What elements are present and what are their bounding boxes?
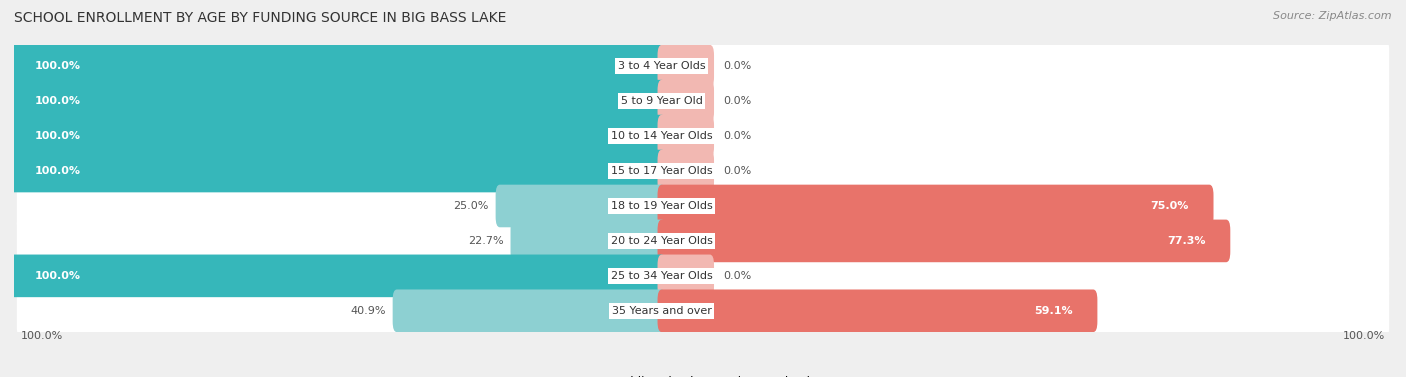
FancyBboxPatch shape bbox=[658, 115, 714, 158]
Text: 0.0%: 0.0% bbox=[724, 96, 752, 106]
FancyBboxPatch shape bbox=[10, 150, 666, 192]
FancyBboxPatch shape bbox=[17, 179, 1389, 233]
FancyBboxPatch shape bbox=[10, 45, 666, 87]
Text: 0.0%: 0.0% bbox=[724, 131, 752, 141]
Text: 0.0%: 0.0% bbox=[724, 61, 752, 71]
Text: 100.0%: 100.0% bbox=[35, 131, 80, 141]
Text: 0.0%: 0.0% bbox=[724, 166, 752, 176]
FancyBboxPatch shape bbox=[510, 219, 666, 262]
Text: 77.3%: 77.3% bbox=[1167, 236, 1205, 246]
FancyBboxPatch shape bbox=[17, 284, 1389, 337]
FancyBboxPatch shape bbox=[10, 80, 666, 123]
FancyBboxPatch shape bbox=[10, 254, 666, 297]
Text: 100.0%: 100.0% bbox=[35, 96, 80, 106]
Text: 25 to 34 Year Olds: 25 to 34 Year Olds bbox=[610, 271, 713, 281]
Text: 100.0%: 100.0% bbox=[21, 331, 63, 341]
Text: 10 to 14 Year Olds: 10 to 14 Year Olds bbox=[610, 131, 713, 141]
FancyBboxPatch shape bbox=[17, 75, 1389, 128]
Text: 0.0%: 0.0% bbox=[724, 271, 752, 281]
FancyBboxPatch shape bbox=[658, 185, 1213, 227]
Text: 25.0%: 25.0% bbox=[453, 201, 489, 211]
FancyBboxPatch shape bbox=[658, 45, 714, 87]
FancyBboxPatch shape bbox=[496, 185, 666, 227]
FancyBboxPatch shape bbox=[17, 144, 1389, 198]
FancyBboxPatch shape bbox=[17, 249, 1389, 302]
FancyBboxPatch shape bbox=[658, 219, 1230, 262]
FancyBboxPatch shape bbox=[658, 80, 714, 123]
Legend: Public School, Private School: Public School, Private School bbox=[596, 376, 810, 377]
Text: 22.7%: 22.7% bbox=[468, 236, 503, 246]
Text: SCHOOL ENROLLMENT BY AGE BY FUNDING SOURCE IN BIG BASS LAKE: SCHOOL ENROLLMENT BY AGE BY FUNDING SOUR… bbox=[14, 11, 506, 25]
FancyBboxPatch shape bbox=[17, 215, 1389, 267]
FancyBboxPatch shape bbox=[17, 110, 1389, 162]
FancyBboxPatch shape bbox=[392, 290, 666, 332]
Text: 100.0%: 100.0% bbox=[1343, 331, 1385, 341]
Text: 40.9%: 40.9% bbox=[350, 306, 385, 316]
Text: 5 to 9 Year Old: 5 to 9 Year Old bbox=[620, 96, 703, 106]
Text: 75.0%: 75.0% bbox=[1150, 201, 1188, 211]
Text: 59.1%: 59.1% bbox=[1033, 306, 1073, 316]
FancyBboxPatch shape bbox=[658, 290, 1098, 332]
FancyBboxPatch shape bbox=[10, 115, 666, 158]
Text: 20 to 24 Year Olds: 20 to 24 Year Olds bbox=[610, 236, 713, 246]
Text: 18 to 19 Year Olds: 18 to 19 Year Olds bbox=[610, 201, 713, 211]
Text: 35 Years and over: 35 Years and over bbox=[612, 306, 711, 316]
Text: 15 to 17 Year Olds: 15 to 17 Year Olds bbox=[610, 166, 713, 176]
FancyBboxPatch shape bbox=[17, 40, 1389, 93]
FancyBboxPatch shape bbox=[658, 150, 714, 192]
Text: 3 to 4 Year Olds: 3 to 4 Year Olds bbox=[617, 61, 706, 71]
Text: 100.0%: 100.0% bbox=[35, 271, 80, 281]
Text: 100.0%: 100.0% bbox=[35, 61, 80, 71]
Text: Source: ZipAtlas.com: Source: ZipAtlas.com bbox=[1274, 11, 1392, 21]
FancyBboxPatch shape bbox=[658, 254, 714, 297]
Text: 100.0%: 100.0% bbox=[35, 166, 80, 176]
